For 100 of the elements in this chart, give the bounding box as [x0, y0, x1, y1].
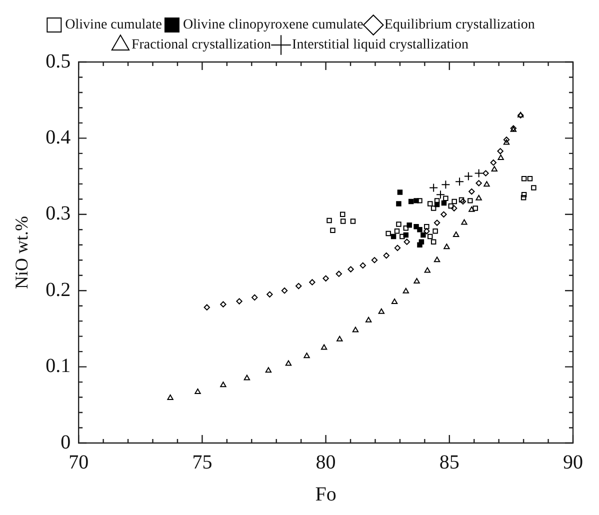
- point: [378, 308, 385, 314]
- point: [434, 256, 440, 262]
- point: [450, 205, 458, 212]
- point: [402, 288, 409, 294]
- point: [440, 211, 447, 218]
- point: [461, 219, 468, 225]
- point: [365, 316, 372, 322]
- point: [503, 136, 510, 143]
- point: [455, 177, 464, 186]
- x-tick-label: 90: [563, 451, 583, 474]
- point: [383, 252, 390, 259]
- point: [491, 166, 498, 172]
- point: [320, 344, 328, 350]
- point: [220, 382, 226, 388]
- point: [520, 195, 526, 200]
- point: [326, 218, 332, 224]
- point: [424, 224, 430, 230]
- point: [521, 192, 527, 198]
- point: [417, 198, 422, 204]
- point: [204, 304, 210, 310]
- point: [417, 242, 422, 248]
- point: [527, 176, 533, 182]
- point: [464, 172, 473, 181]
- point: [285, 360, 292, 366]
- point: [497, 148, 504, 154]
- point: [296, 282, 302, 290]
- point: [391, 298, 398, 304]
- y-tick-label: 0.1: [46, 355, 71, 378]
- point: [472, 206, 478, 211]
- point: [348, 266, 354, 272]
- x-axis-title: Fo: [315, 483, 336, 506]
- point: [304, 352, 310, 358]
- point: [309, 279, 316, 286]
- point: [460, 198, 466, 205]
- x-tick-label: 85: [439, 451, 460, 474]
- point: [484, 181, 490, 187]
- point: [281, 288, 288, 294]
- point: [340, 218, 346, 224]
- point: [252, 294, 258, 301]
- point: [448, 203, 454, 209]
- legend-label: Interstitial liquid crystallization: [292, 38, 469, 53]
- point: [194, 388, 201, 394]
- point: [430, 239, 436, 244]
- point: [371, 257, 378, 264]
- y-axis-title: NiO wt.%: [12, 216, 32, 289]
- point: [432, 228, 438, 234]
- point: [434, 198, 440, 204]
- point: [424, 267, 430, 273]
- point: [400, 234, 405, 240]
- point: [330, 228, 336, 234]
- x-tick-label: 70: [68, 451, 89, 474]
- point: [498, 154, 504, 160]
- point: [350, 218, 356, 224]
- point: [468, 206, 475, 212]
- legend-label: Olivine cumulate: [65, 18, 162, 33]
- point: [468, 198, 473, 204]
- point: [476, 194, 482, 200]
- point: [167, 394, 174, 400]
- point: [424, 228, 430, 234]
- point: [404, 238, 410, 245]
- y-tick-label: 0.4: [46, 126, 71, 148]
- point: [340, 212, 346, 218]
- point: [220, 301, 226, 308]
- point: [265, 367, 272, 373]
- y-tick-label: 0.3: [46, 202, 71, 225]
- point: [394, 228, 400, 234]
- point: [434, 220, 440, 226]
- legend-label: Equilibrium crystallization: [384, 18, 535, 33]
- legend-label: Olivine clinopyroxene cumulate: [182, 18, 364, 33]
- point: [390, 234, 396, 240]
- point: [468, 188, 475, 195]
- point: [403, 225, 409, 231]
- point: [396, 201, 402, 206]
- point: [452, 198, 457, 204]
- y-tick-label: 0: [60, 431, 71, 454]
- point: [408, 198, 414, 204]
- point: [386, 230, 391, 236]
- x-tick-label: 80: [316, 451, 336, 474]
- point: [417, 227, 422, 232]
- y-tick-label: 0.5: [46, 50, 71, 72]
- point: [236, 298, 242, 304]
- point: [336, 336, 343, 342]
- point: [394, 244, 401, 252]
- point: [244, 374, 250, 380]
- point: [427, 234, 433, 240]
- point: [458, 197, 464, 203]
- point: [427, 201, 433, 206]
- point: [490, 159, 496, 166]
- point: [452, 231, 460, 237]
- point: [414, 278, 420, 284]
- point: [531, 185, 536, 190]
- point: [443, 196, 448, 202]
- point: [429, 183, 438, 192]
- point: [441, 180, 450, 190]
- point: [360, 262, 366, 269]
- point: [482, 170, 489, 176]
- point: [420, 232, 426, 238]
- point: [397, 190, 403, 195]
- point: [444, 244, 450, 250]
- point: [476, 180, 482, 186]
